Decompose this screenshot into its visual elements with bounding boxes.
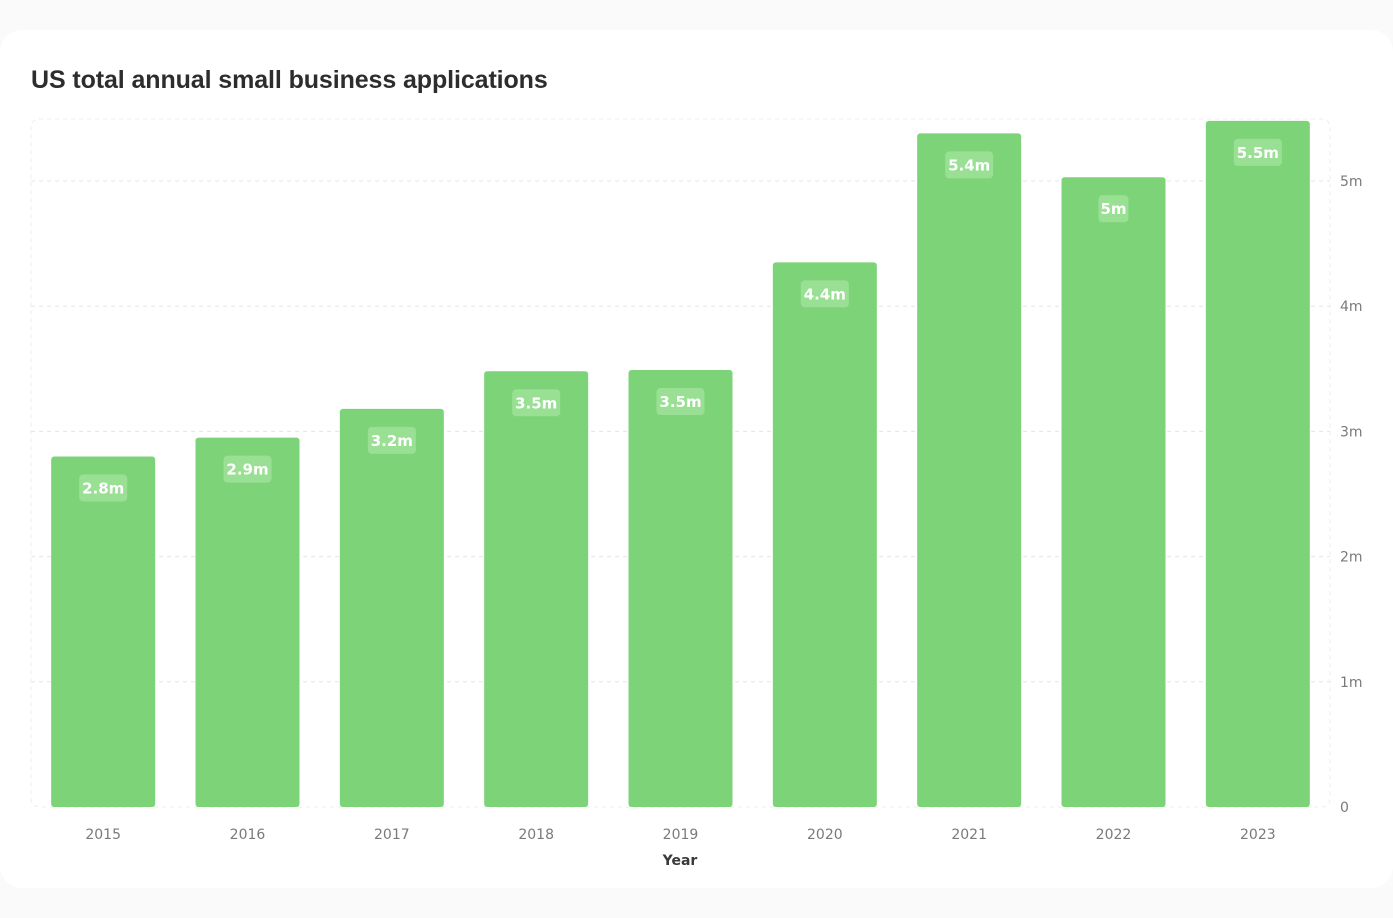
data-label-badge (656, 388, 705, 416)
x-tick-label: 2023 (1240, 827, 1276, 843)
bar[interactable] (772, 262, 877, 807)
data-label: 2.8m (82, 479, 124, 497)
data-label: 4.4m (804, 285, 846, 303)
data-label-badge (800, 280, 849, 308)
data-label-badge (1233, 138, 1282, 166)
bar[interactable] (628, 370, 733, 807)
x-axis-ticks: 2015 2016 2017 2018 2019 2020 2021 2022 2023 (85, 827, 1275, 843)
data-label: 2.9m (226, 461, 268, 479)
x-tick-label: 2017 (374, 827, 410, 843)
x-tick-label: 2020 (807, 827, 843, 843)
bar[interactable] (51, 456, 156, 807)
bar[interactable] (1205, 120, 1310, 808)
x-tick-label: 2021 (951, 827, 987, 843)
data-label-badge (367, 426, 416, 454)
y-tick-label: 2m (1340, 550, 1363, 566)
x-tick-label: 2018 (518, 827, 554, 843)
y-tick-label: 5m (1340, 174, 1363, 190)
chart-title: US total annual small business applicati… (31, 66, 548, 94)
bar[interactable] (339, 408, 444, 807)
bars: 2.8m 2.9m 3.2m 3.5m 3.5m 4.4m 5.4m 5m 5.5m (51, 120, 1310, 808)
data-label: 3.5m (659, 393, 701, 411)
data-label: 5.4m (948, 156, 990, 174)
x-tick-label: 2019 (663, 827, 699, 843)
data-label-badge (79, 474, 128, 502)
x-tick-label: 2022 (1096, 827, 1132, 843)
data-label-badge (512, 389, 561, 417)
data-label-badge (223, 455, 272, 483)
x-tick-label: 2015 (85, 827, 121, 843)
data-label: 3.2m (371, 432, 413, 450)
y-tick-label: 1m (1340, 675, 1363, 691)
bar[interactable] (195, 437, 300, 807)
y-tick-label: 4m (1340, 299, 1363, 315)
bar[interactable] (917, 133, 1022, 807)
data-label: 5m (1100, 200, 1126, 218)
data-label-badge (1098, 195, 1129, 223)
bar[interactable] (484, 371, 589, 807)
data-label-badge (945, 151, 994, 179)
bar[interactable] (1061, 177, 1166, 807)
data-label: 3.5m (515, 394, 557, 412)
x-axis-title: Year (662, 853, 698, 869)
y-tick-label: 3m (1340, 424, 1363, 440)
y-axis-ticks: 0 1m 2m 3m 4m 5m (1340, 174, 1363, 816)
y-tick-label: 0 (1340, 800, 1349, 816)
data-label: 5.5m (1237, 144, 1279, 162)
x-tick-label: 2016 (230, 827, 266, 843)
plot-area-border (30, 118, 1331, 808)
